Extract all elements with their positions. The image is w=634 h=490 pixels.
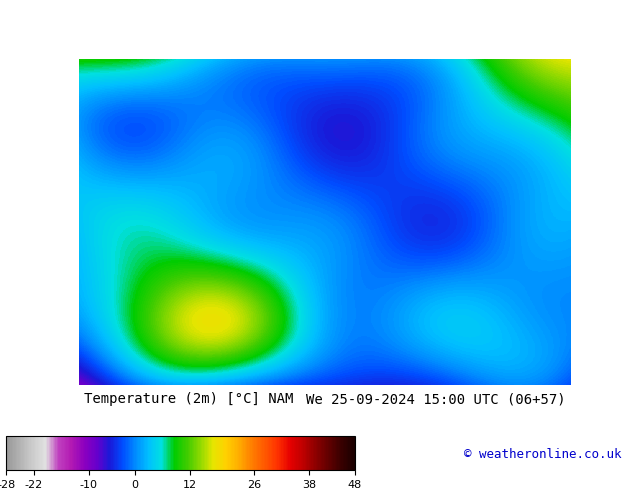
Text: © weatheronline.co.uk: © weatheronline.co.uk <box>464 447 621 461</box>
Text: We 25-09-2024 15:00 UTC (06+57): We 25-09-2024 15:00 UTC (06+57) <box>306 392 566 406</box>
Text: Temperature (2m) [°C] NAM: Temperature (2m) [°C] NAM <box>84 392 294 406</box>
